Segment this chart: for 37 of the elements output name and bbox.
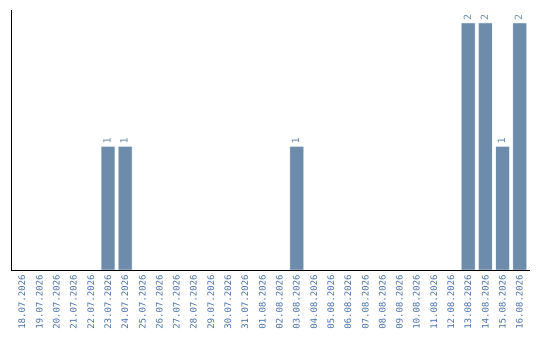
x-tick-label: 25.07.2026 [138,274,148,329]
x-tick-label: 12.08.2026 [447,274,458,329]
x-tick-label: 04.08.2026 [310,274,320,329]
data-label: 2 [462,14,474,20]
x-tick-label: 06.08.2026 [344,274,354,329]
x-tick-label: 30.07.2026 [224,274,234,329]
x-tick-label: 31.07.2026 [241,274,252,329]
x-tick-label: 10.08.2026 [412,274,423,329]
x-tick-label: 28.07.2026 [190,274,200,329]
x-tick-label: 20.07.2026 [52,274,63,329]
data-label: 1 [497,137,508,144]
x-tick-label: 21.07.2026 [70,274,80,329]
x-tick-label: 24.07.2026 [121,274,132,329]
data-label: 1 [291,137,302,144]
x-tick-label: 05.08.2026 [326,274,337,329]
x-tick-label: 26.07.2026 [155,274,166,329]
data-label: 2 [480,14,491,20]
x-tick-label: 15.08.2026 [498,274,508,329]
data-label: 2 [514,14,526,20]
x-tick-label: 29.07.2026 [206,274,217,329]
x-tick-label: 11.08.2026 [430,274,440,329]
x-tick-label: 03.08.2026 [292,274,303,329]
x-tick-label: 16.08.2026 [516,274,526,329]
data-label: 1 [120,137,131,144]
x-tick-label: 07.08.2026 [361,274,372,329]
x-tick-label: 09.08.2026 [396,274,406,329]
x-tick-label: 01.08.2026 [258,274,268,329]
x-tick-label: 18.07.2026 [18,274,28,329]
x-tick-label: 27.07.2026 [172,274,183,329]
x-tick-label: 13.08.2026 [464,274,474,329]
x-tick-label: 14.08.2026 [481,274,492,329]
x-tick-label: 19.07.2026 [35,274,46,329]
x-tick-label: 02.08.2026 [276,274,286,329]
x-tick-label: 08.08.2026 [378,274,388,329]
x-tick-label: 22.07.2026 [86,274,97,329]
x-tick-label: 23.07.2026 [104,274,114,329]
data-label: 1 [102,137,114,144]
